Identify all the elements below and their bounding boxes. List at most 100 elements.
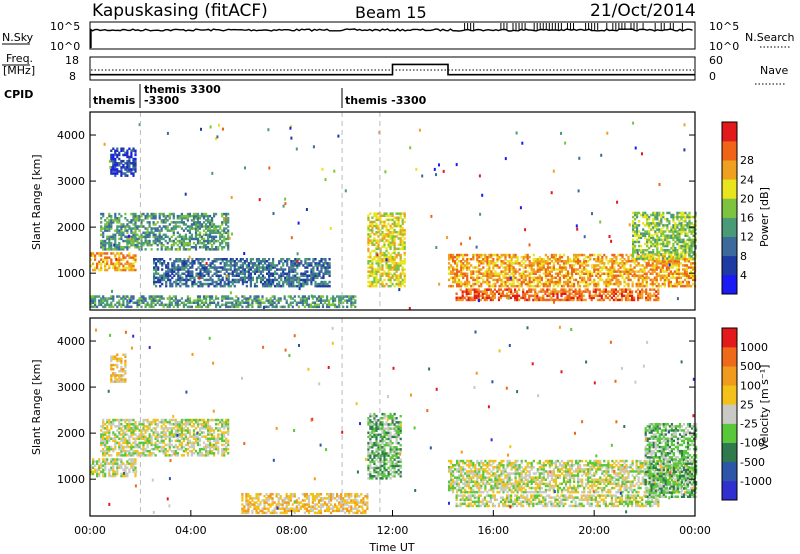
data-cell [269, 303, 272, 307]
data-cell [379, 239, 382, 242]
data-cell [367, 214, 370, 217]
data-cell [207, 270, 210, 273]
data-cell [393, 251, 396, 255]
data-cell [100, 301, 103, 304]
data-cell [373, 280, 376, 284]
data-cell [524, 264, 527, 267]
data-cell [294, 274, 297, 277]
data-cell [312, 266, 315, 269]
data-cell [227, 260, 230, 263]
data-cell [150, 217, 153, 220]
data-cell [503, 294, 507, 298]
data-cell [288, 276, 291, 280]
data-cell [227, 297, 230, 300]
data-cell [375, 216, 378, 219]
data-cell [336, 295, 339, 298]
data-cell [102, 464, 105, 467]
data-cell [129, 237, 132, 241]
data-cell [336, 305, 339, 309]
data-cell [526, 284, 529, 288]
data-cell [571, 264, 574, 267]
data-cell [492, 274, 495, 277]
data-cell [198, 231, 202, 234]
data-cell [671, 260, 674, 263]
data-cell [526, 290, 529, 293]
data-cell [278, 260, 281, 263]
data-cell [290, 125, 293, 128]
data-cell [481, 290, 484, 293]
data-cell [122, 258, 125, 261]
data-cell [130, 170, 133, 173]
data-cell [652, 226, 655, 229]
data-cell [528, 284, 531, 288]
data-cell [263, 301, 266, 304]
data-cell [188, 305, 191, 309]
data-cell [207, 217, 210, 220]
data-cell [663, 282, 666, 286]
data-cell [272, 212, 275, 215]
data-cell [371, 220, 374, 224]
data-cell [679, 282, 683, 286]
data-cell [255, 299, 258, 302]
data-cell [132, 174, 135, 177]
data-cell [654, 224, 657, 227]
data-cell [194, 229, 198, 232]
data-cell [174, 297, 177, 300]
data-cell [367, 233, 370, 236]
data-cell [92, 254, 95, 257]
data-cell [569, 260, 572, 263]
data-cell [326, 284, 329, 288]
data-cell [237, 266, 240, 269]
data-cell [391, 274, 394, 277]
data-cell [198, 295, 202, 298]
data-cell [600, 153, 603, 157]
data-cell [669, 284, 672, 288]
data-cell [300, 282, 303, 286]
data-cell [652, 220, 655, 223]
data-cell [346, 305, 349, 309]
data-cell [126, 295, 129, 298]
data-cell [104, 462, 107, 465]
colorbar-tick-label: 28 [740, 154, 754, 167]
data-cell [391, 282, 394, 286]
data-cell [160, 235, 163, 239]
data-cell [350, 295, 353, 298]
data-cell [154, 212, 157, 216]
data-cell [548, 288, 551, 291]
data-cell [369, 239, 372, 242]
data-cell [548, 274, 551, 277]
data-cell [217, 266, 220, 269]
data-cell [196, 221, 200, 224]
data-cell [122, 264, 125, 268]
data-cell [247, 270, 250, 273]
data-cell [100, 252, 103, 255]
data-cell [480, 282, 483, 286]
data-cell [114, 229, 117, 232]
data-cell [118, 217, 121, 220]
data-cell [126, 248, 129, 251]
data-cell [593, 258, 596, 261]
data-cell [526, 298, 529, 302]
data-cell [518, 272, 521, 275]
data-cell [292, 274, 295, 277]
data-cell [536, 276, 539, 280]
data-cell [522, 258, 525, 261]
data-cell [128, 262, 131, 266]
data-cell [661, 255, 664, 259]
data-cell [381, 233, 384, 236]
data-cell [227, 272, 230, 275]
data-cell [520, 280, 523, 284]
data-cell [229, 280, 232, 284]
data-cell [588, 290, 591, 293]
data-cell [686, 232, 689, 235]
data-cell [568, 294, 571, 298]
data-cell [377, 212, 380, 215]
data-cell [548, 298, 551, 302]
data-cell [231, 305, 234, 309]
data-cell [648, 226, 651, 229]
data-cell [556, 262, 560, 265]
data-cell [148, 235, 151, 239]
data-cell [126, 237, 129, 241]
data-cell [201, 282, 204, 286]
data-cell [577, 282, 580, 286]
